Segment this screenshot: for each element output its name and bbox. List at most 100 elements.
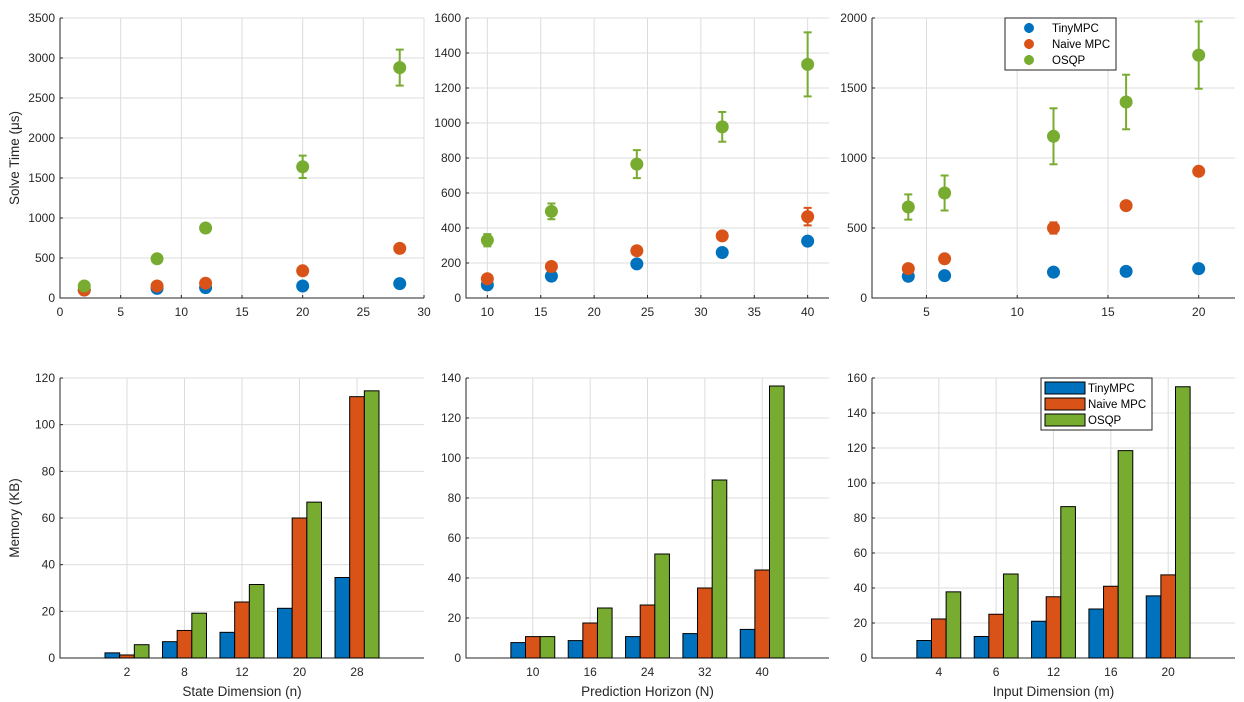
subplot-2: 10 15 20 25 30 35 4002004006008001000120014001… [434, 11, 829, 319]
x-tick-label: 12 [1047, 665, 1061, 679]
bar-tinympc [104, 652, 121, 659]
y-tick-label: 1000 [28, 211, 55, 225]
bar-naive-mpc [697, 587, 713, 659]
y-tick-label: 1500 [840, 81, 867, 95]
data-point-osqp [150, 252, 164, 266]
legend-label: Naive MPC [1088, 399, 1146, 411]
x-tick-label: 5 [923, 305, 930, 319]
legend-box [1004, 17, 1117, 71]
bar-tinympc [973, 635, 990, 659]
x-axis-label: Prediction Horizon (N) [581, 684, 714, 699]
bar-naive-mpc [119, 654, 135, 659]
y-tick-label: 0 [454, 651, 461, 665]
bar-tinympc [1031, 620, 1047, 659]
bar-tinympc [567, 640, 584, 659]
x-tick-label: 15 [235, 305, 249, 319]
data-point-naive-mpc [296, 264, 310, 278]
y-tick-label: 120 [847, 441, 867, 455]
data-point-naive-mpc [715, 229, 729, 243]
bar-naive-mpc [930, 618, 947, 659]
y-tick-label: 3500 [28, 11, 55, 25]
x-tick-label: 8 [181, 665, 188, 679]
data-point-naive-mpc [480, 272, 494, 286]
data-point-tinympc [1119, 264, 1133, 278]
x-tick-label: 20 [1192, 305, 1206, 319]
legend-marker-icon [1024, 39, 1034, 49]
bar-naive-mpc [988, 613, 1004, 659]
bar-tinympc [219, 631, 236, 659]
subplot-6: 4 6 12 16 20 0 20 40 60 80 100 120 140 160 Input Dimen… [847, 371, 1235, 699]
data-point-osqp [393, 61, 407, 75]
y-tick-label: 100 [441, 451, 461, 465]
legend: TinyMPC Naive MPC OSQP [1040, 377, 1153, 431]
y-tick-label: 600 [441, 186, 461, 200]
bar-osqp [1117, 450, 1134, 659]
y-tick-label: 120 [35, 371, 55, 385]
bar-osqp [363, 390, 380, 659]
y-tick-label: 0 [860, 651, 867, 665]
x-tick-label: 20 [1162, 665, 1176, 679]
x-tick-label: 24 [641, 665, 655, 679]
x-tick-label: 10 [1011, 305, 1025, 319]
bar-tinympc [1088, 608, 1105, 659]
y-tick-label: 20 [42, 604, 56, 618]
x-tick-label: 30 [694, 305, 708, 319]
data-point-tinympc [544, 269, 558, 283]
y-tick-label: 80 [448, 491, 462, 505]
bar-osqp [711, 479, 728, 659]
y-tick-label: 500 [35, 251, 55, 265]
bar-naive-mpc [1045, 596, 1062, 659]
x-tick-label: 4 [935, 665, 942, 679]
legend-label: TinyMPC [1052, 23, 1099, 35]
y-tick-label: 0 [860, 291, 867, 305]
y-tick-label: 20 [854, 616, 868, 630]
y-tick-label: 500 [847, 221, 867, 235]
data-point-osqp [715, 120, 729, 134]
data-point-tinympc [296, 279, 310, 293]
x-tick-label: 30 [417, 305, 431, 319]
bar-tinympc [510, 642, 526, 659]
data-point-tinympc [393, 277, 407, 291]
x-tick-label: 16 [1104, 665, 1118, 679]
data-point-tinympc [938, 269, 952, 283]
data-point-naive-mpc [938, 252, 952, 266]
data-point-osqp [77, 279, 91, 293]
data-point-tinympc [630, 257, 644, 271]
y-tick-label: 1400 [434, 46, 461, 60]
legend-label: OSQP [1052, 55, 1086, 67]
bar-osqp [1175, 386, 1191, 659]
y-tick-label: 400 [441, 221, 461, 235]
data-point-naive-mpc [544, 260, 558, 273]
bar-naive-mpc [349, 396, 365, 659]
subplot-1: 0 5 10 15 20 25 30 0 500 1000 1500 2000 2500 3000 3500… [7, 11, 431, 319]
y-tick-label: 40 [448, 571, 462, 585]
bar-osqp [539, 636, 556, 659]
data-point-osqp [801, 57, 815, 71]
x-tick-label: 5 [117, 305, 124, 319]
bar-naive-mpc [234, 601, 250, 659]
y-tick-label: 0 [48, 291, 55, 305]
x-tick-label: 28 [350, 665, 364, 679]
y-tick-label: 160 [847, 371, 867, 385]
y-tick-label: 800 [441, 151, 461, 165]
bar-osqp [133, 644, 150, 659]
x-tick-label: 40 [801, 305, 815, 319]
bar-tinympc [334, 577, 351, 659]
bar-osqp [596, 607, 613, 659]
bar-naive-mpc [639, 604, 656, 659]
data-point-naive-mpc [901, 262, 915, 276]
bar-tinympc [625, 636, 641, 659]
data-point-osqp [1119, 95, 1133, 109]
data-point-osqp [630, 157, 644, 171]
data-point-tinympc [715, 246, 729, 259]
bar-naive-mpc [1103, 585, 1119, 659]
bar-tinympc [739, 628, 756, 659]
data-point-osqp [1192, 48, 1206, 62]
bar-osqp [248, 584, 265, 659]
x-tick-label: 15 [534, 305, 548, 319]
bar-naive-mpc [176, 629, 193, 659]
data-point-naive-mpc [1192, 164, 1206, 178]
y-axis-label: Memory (KB) [7, 478, 22, 558]
